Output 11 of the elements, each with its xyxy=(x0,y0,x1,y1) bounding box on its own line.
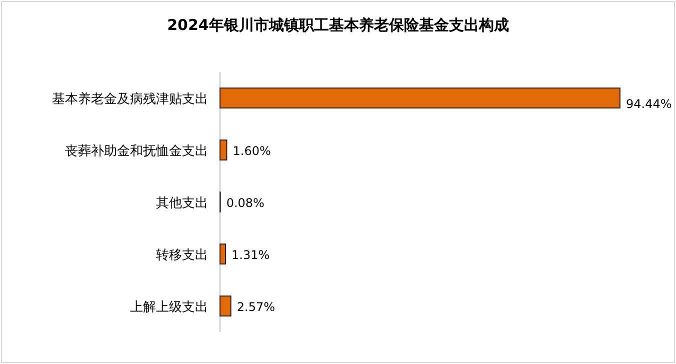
data-label: 2.57% xyxy=(236,300,276,314)
data-label: 94.44% xyxy=(626,97,672,111)
y-tick-label: 转移支出 xyxy=(156,248,208,263)
data-label: 0.08% xyxy=(226,196,264,210)
y-tick-label: 上解上级支出 xyxy=(130,300,208,315)
chart-title: 2024年银川市城镇职工基本养老保险基金支出构成 xyxy=(167,16,509,34)
y-tick-label: 其他支出 xyxy=(156,196,208,211)
y-tick-label: 基本养老金及病残津贴支出 xyxy=(52,91,208,107)
data-label: 1.31% xyxy=(232,248,270,262)
data-label: 1.60% xyxy=(232,144,271,158)
y-tick-label: 丧葬补助金和抚恤金支出 xyxy=(65,144,208,159)
